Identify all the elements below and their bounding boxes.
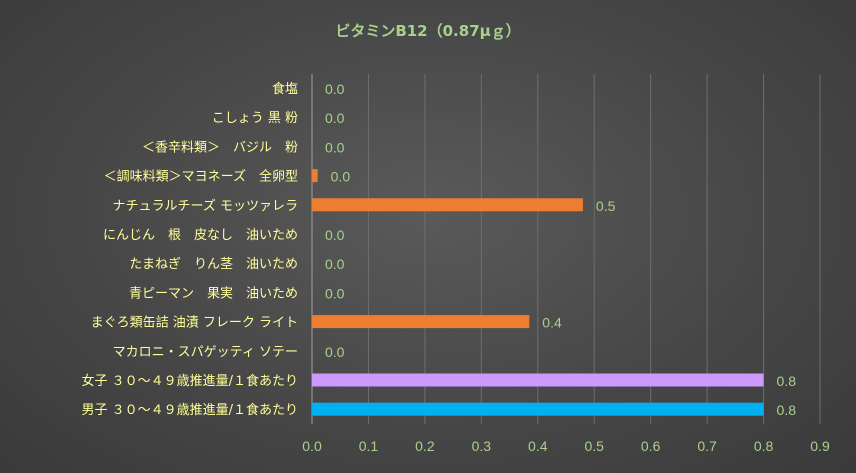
category-label: 青ピーマン 果実 油いため xyxy=(129,285,298,301)
data-label: 0.5 xyxy=(596,198,616,214)
category-label: たまねぎ りん茎 油いため xyxy=(129,257,298,272)
data-label: 0.0 xyxy=(325,227,345,243)
x-tick-label: 0.9 xyxy=(810,438,830,454)
category-label: ナチュラルチーズ モッツァレラ xyxy=(113,198,298,214)
bar xyxy=(312,373,764,387)
data-label: 0.0 xyxy=(325,344,345,360)
bar xyxy=(312,402,764,416)
data-label: 0.4 xyxy=(542,315,562,331)
category-label: こしょう 黒 粉 xyxy=(212,111,298,126)
x-tick-label: 0.5 xyxy=(584,438,604,454)
category-label: マカロニ・スパゲッティ ソテー xyxy=(113,345,298,360)
category-label: ＜調味料類＞マヨネーズ 全卵型 xyxy=(104,169,298,185)
data-label: 0.8 xyxy=(777,373,797,389)
data-label: 0.0 xyxy=(325,110,345,126)
x-tick-label: 0.1 xyxy=(359,438,379,454)
bars xyxy=(312,169,764,416)
category-label: 男子 ３０～４９歳推進量/１食あたり xyxy=(81,402,298,418)
category-label: 女子 ３０～４９歳推進量/１食あたり xyxy=(81,373,298,389)
category-label: にんじん 根 皮なし 油いため xyxy=(103,228,298,243)
x-tick-label: 0.6 xyxy=(641,438,661,454)
data-label: 0.0 xyxy=(325,256,345,272)
data-label: 0.0 xyxy=(325,139,345,155)
data-label: 0.0 xyxy=(331,169,351,185)
x-tick-label: 0.4 xyxy=(528,438,548,454)
data-label: 0.8 xyxy=(777,402,797,418)
grid-lines xyxy=(311,74,821,424)
x-tick-label: 0.7 xyxy=(697,438,717,454)
bar xyxy=(312,169,318,183)
x-axis-ticks: 0.0 0.1 0.2 0.3 0.4 0.5 0.6 0.7 0.8 0.9 xyxy=(302,438,830,454)
category-label: まぐろ類缶詰 油漬 フレーク ライト xyxy=(91,315,298,331)
value-labels: 0.0 0.0 0.0 0.0 0.5 0.0 0.0 0.0 0.4 0.0 0.8 0.8 xyxy=(325,81,796,418)
category-label: 食塩 xyxy=(272,81,298,97)
bar xyxy=(312,198,583,212)
data-label: 0.0 xyxy=(325,81,345,97)
x-tick-label: 0.0 xyxy=(302,438,322,454)
x-tick-label: 0.2 xyxy=(415,438,435,454)
category-label: ＜香辛料類＞ バジル 粉 xyxy=(142,140,298,155)
bar xyxy=(312,315,530,329)
x-tick-label: 0.3 xyxy=(472,438,492,454)
data-label: 0.0 xyxy=(325,285,345,301)
chart-title: ビタミンB12（0.87μｇ） xyxy=(335,22,520,41)
x-tick-label: 0.8 xyxy=(754,438,774,454)
